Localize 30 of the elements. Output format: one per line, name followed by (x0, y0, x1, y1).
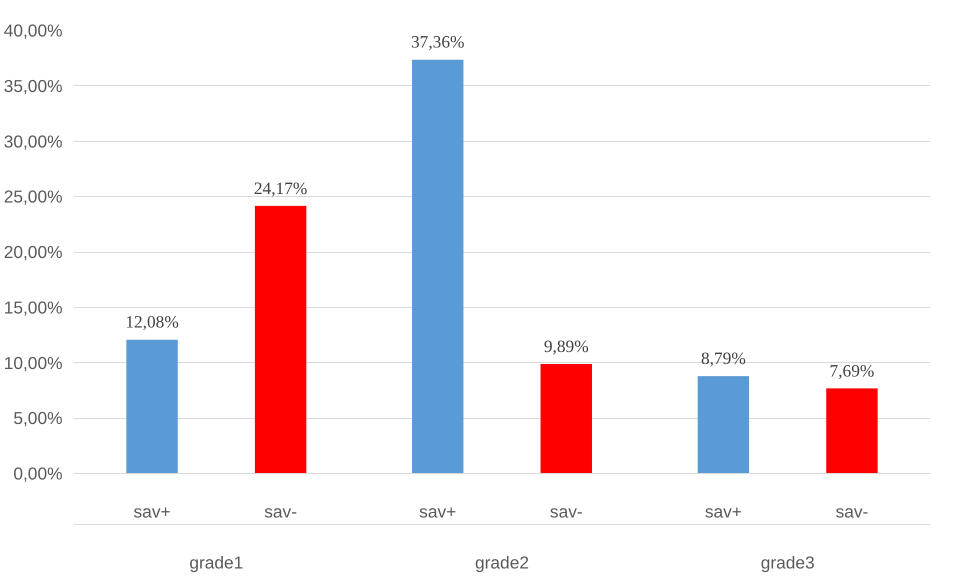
bar (126, 340, 178, 474)
bar (698, 376, 750, 474)
bar (826, 388, 878, 474)
data-label: 7,69% (830, 361, 874, 380)
data-label: 8,79% (701, 349, 746, 368)
series-label: sav- (264, 502, 297, 522)
text: sav- (550, 502, 583, 522)
text: sav+ (704, 502, 742, 522)
data-label: 24,17% (254, 178, 308, 198)
y-tick-label: 35,00% (4, 76, 63, 96)
bar (540, 364, 592, 474)
data-label: 9,89% (544, 336, 589, 356)
data-label: 37,36% (411, 32, 464, 52)
y-tick-label: 20,00% (4, 242, 63, 262)
y-tick-label: 5,00% (13, 408, 63, 428)
text: sav- (836, 502, 868, 522)
y-tick-label: 25,00% (4, 186, 63, 207)
x-tick-label: grade3 (760, 552, 815, 572)
y-tick-label: 0,00% (13, 464, 63, 484)
bar (254, 206, 306, 474)
text: sav+ (419, 502, 456, 522)
series-label: sav+ (134, 502, 171, 522)
y-tick-label: 40,00% (4, 20, 63, 40)
data-label: 12,08% (125, 312, 179, 332)
bar (412, 60, 464, 474)
y-tick-label: 10,00% (4, 352, 63, 373)
x-tick-label: grade1 (189, 552, 244, 572)
x-tick-label: grade2 (475, 552, 529, 572)
y-tick-label: 15,00% (4, 297, 63, 318)
y-tick-label: 30,00% (4, 131, 63, 152)
